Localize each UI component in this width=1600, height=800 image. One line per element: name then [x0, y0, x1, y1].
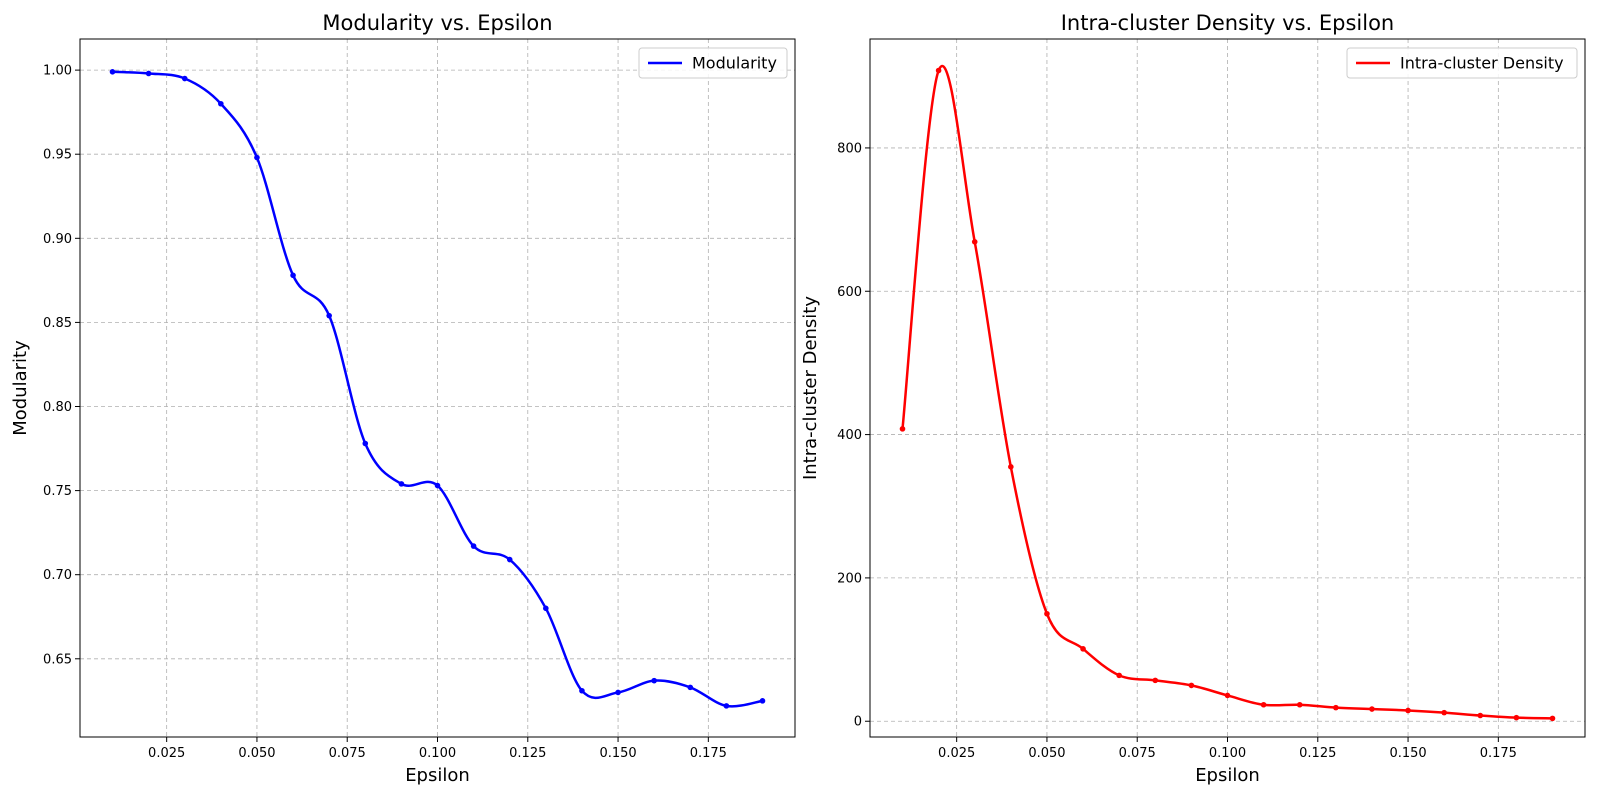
modularity-legend: Modularity — [638, 47, 788, 79]
density-data-point — [935, 67, 942, 74]
density-data-point — [1116, 672, 1122, 679]
modularity-data-point — [434, 482, 441, 489]
modularity-data-point — [470, 543, 477, 549]
modularity-data-point — [723, 703, 730, 709]
density-y-axis-label: Intra-cluster Density — [800, 296, 821, 480]
density-chart-title: Intra-cluster Density vs. Epsilon — [1061, 11, 1395, 35]
density-data-point — [899, 426, 906, 432]
modularity-y-axis-label: Modularity — [10, 340, 31, 436]
y-tick-label: 800 — [837, 141, 862, 156]
modularity-data-point — [579, 687, 585, 694]
x-tick-label: 0.025 — [148, 746, 185, 761]
modularity-data-point — [506, 556, 513, 563]
modularity-data-point — [109, 68, 116, 75]
density-data-point — [1477, 712, 1484, 719]
density-data-point — [1333, 704, 1339, 711]
y-tick-label: 400 — [837, 428, 862, 443]
density-data-point — [1441, 709, 1447, 716]
density-data-point — [1405, 707, 1411, 714]
modularity-data-point — [145, 70, 152, 77]
y-tick-label: 0.70 — [43, 568, 72, 583]
modularity-data-point — [651, 677, 657, 684]
y-tick-label: 0.65 — [43, 652, 72, 667]
legend-box — [1346, 47, 1578, 79]
density-axes-frame — [869, 38, 1586, 738]
modularity-data-point — [181, 75, 188, 82]
modularity-chart-title: Modularity vs. Epsilon — [322, 11, 552, 35]
density-data-point — [1152, 677, 1159, 684]
density-data-point — [1369, 706, 1375, 712]
x-tick-label: 0.175 — [690, 746, 727, 761]
x-tick-label: 0.050 — [238, 746, 275, 761]
y-tick-label: 0.75 — [43, 484, 72, 499]
x-tick-label: 0.125 — [509, 746, 546, 761]
y-tick-label: 0.80 — [43, 400, 72, 415]
y-tick-label: 0.95 — [43, 148, 72, 163]
y-tick-label: 1.00 — [43, 64, 72, 79]
modularity-x-axis-label: Epsilon — [405, 765, 470, 786]
modularity-data-point — [615, 689, 621, 696]
modularity-data-point — [362, 440, 369, 447]
modularity-series-line — [112, 70, 763, 708]
modularity-chart: 0.025 0.050 0.075 0.100 0.125 0.150 0.175 0.65 0… — [10, 11, 796, 786]
x-tick-label: 0.075 — [329, 746, 366, 761]
y-tick-label: 0 — [854, 715, 862, 730]
modularity-grid — [80, 39, 795, 737]
modularity-data-point — [254, 154, 260, 161]
density-series-line — [901, 64, 1553, 720]
x-tick-label: 0.150 — [1389, 746, 1426, 761]
modularity-data-point — [759, 698, 766, 704]
legend-label: Modularity — [692, 54, 777, 73]
x-tick-label: 0.025 — [938, 746, 975, 761]
x-tick-label: 0.150 — [599, 746, 636, 761]
density-data-point — [971, 239, 978, 245]
x-tick-label: 0.050 — [1028, 746, 1065, 761]
modularity-data-point — [290, 272, 296, 279]
modularity-data-point — [687, 684, 694, 691]
y-tick-label: 200 — [837, 571, 862, 586]
density-data-point — [1044, 610, 1050, 617]
density-data-point — [1080, 646, 1086, 652]
x-tick-label: 0.125 — [1299, 746, 1336, 761]
density-data-point — [1188, 682, 1195, 689]
y-tick-label: 0.85 — [43, 316, 72, 331]
density-data-point — [1008, 464, 1014, 470]
x-tick-label: 0.100 — [1209, 746, 1246, 761]
modularity-data-point — [398, 481, 405, 487]
modularity-axes-frame — [79, 38, 796, 738]
density-grid — [870, 39, 1585, 737]
density-data-point — [1513, 714, 1520, 721]
density-data-point — [1296, 701, 1303, 708]
modularity-data-point — [543, 605, 549, 612]
x-tick-label: 0.075 — [1119, 746, 1156, 761]
density-data-point — [1260, 701, 1267, 708]
density-data-point — [1224, 692, 1231, 699]
density-x-axis-label: Epsilon — [1195, 765, 1260, 786]
modularity-data-point — [326, 312, 332, 319]
legend-label: Intra-cluster Density — [1400, 54, 1564, 73]
density-legend: Intra-cluster Density — [1346, 47, 1578, 79]
x-tick-label: 0.175 — [1480, 746, 1517, 761]
density-chart: 0.025 0.050 0.075 0.100 0.125 0.150 0.175 0 200 4… — [800, 11, 1586, 786]
y-tick-label: 600 — [837, 285, 862, 300]
y-tick-label: 0.90 — [43, 232, 72, 247]
x-tick-label: 0.100 — [419, 746, 456, 761]
modularity-data-point — [218, 100, 224, 107]
legend-box — [638, 47, 788, 79]
density-data-point — [1549, 715, 1556, 722]
